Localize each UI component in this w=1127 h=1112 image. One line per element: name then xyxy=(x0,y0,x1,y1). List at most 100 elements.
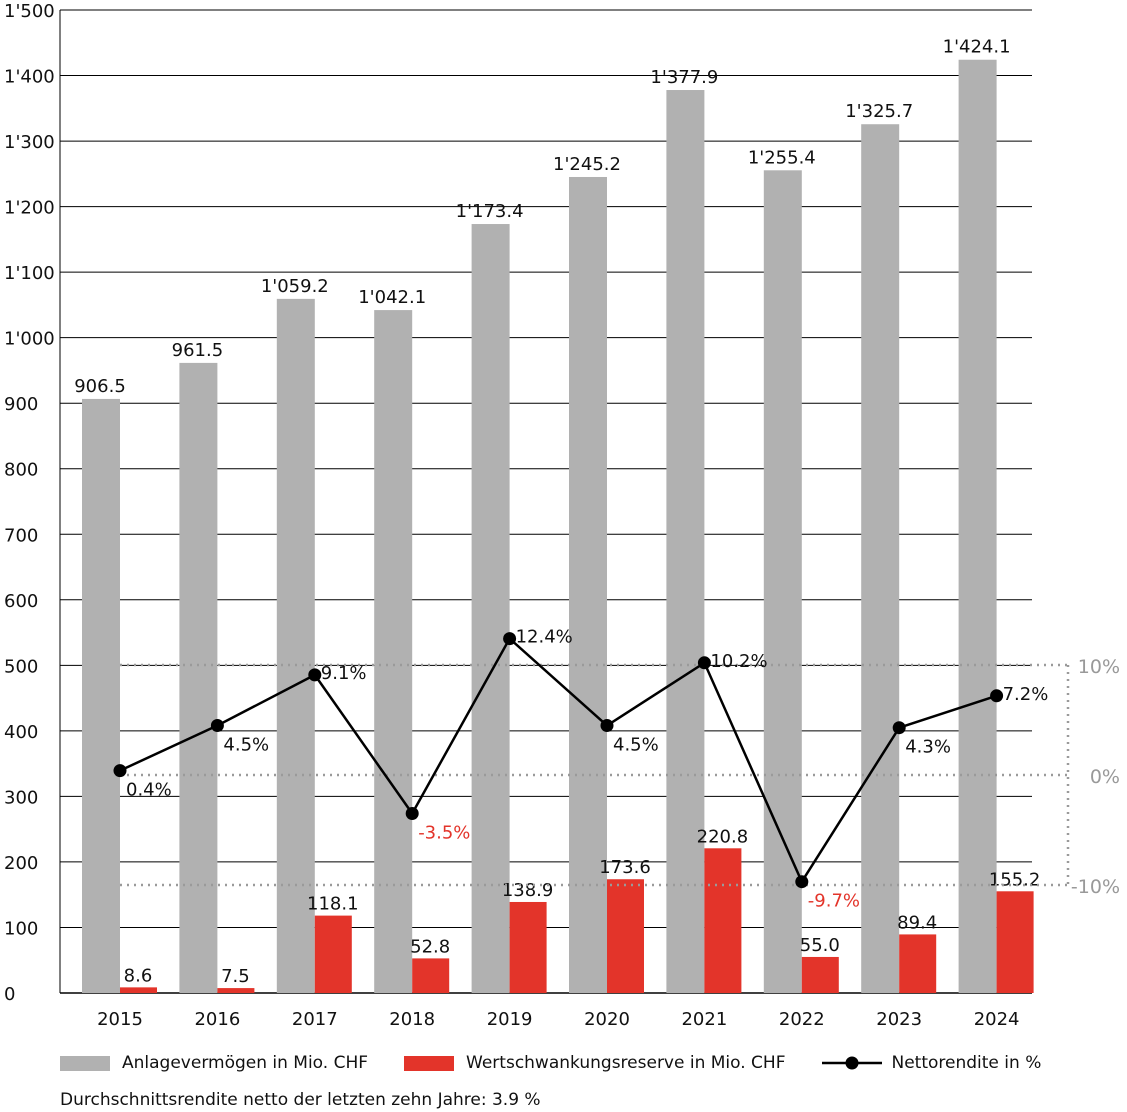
nettorendite-label: 0.4% xyxy=(126,780,172,801)
bar-label-anlagevermoegen: 1'042.1 xyxy=(358,287,426,308)
x-tick-label: 2020 xyxy=(584,1009,630,1030)
legend-label: Wertschwankungsreserve in Mio. CHF xyxy=(466,1053,786,1073)
nettorendite-point xyxy=(405,807,419,820)
bar-wertschwankungsreserve xyxy=(704,848,742,993)
x-tick-label: 2022 xyxy=(779,1009,825,1030)
bar-label-wertschwankungsreserve: 173.6 xyxy=(599,857,651,878)
y-tick-label: 500 xyxy=(4,656,38,677)
nettorendite-point xyxy=(990,689,1004,703)
x-tick-label: 2019 xyxy=(487,1009,533,1030)
right-tick-label: -10% xyxy=(1071,876,1120,898)
legend-item-anlagevermoegen: Anlagevermögen in Mio. CHF xyxy=(60,1053,368,1073)
bar-anlagevermoegen xyxy=(179,362,218,994)
x-tick-label: 2016 xyxy=(194,1009,240,1030)
bar-label-wertschwankungsreserve: 138.9 xyxy=(502,880,554,901)
bar-anlagevermoegen xyxy=(82,398,120,994)
y-tick-label: 100 xyxy=(4,918,38,939)
y-tick-label: 200 xyxy=(4,853,38,874)
bar-label-anlagevermoegen: 1'255.4 xyxy=(748,147,816,168)
right-tick-label: 0% xyxy=(1090,766,1120,788)
y-tick-label: 1'000 xyxy=(4,329,55,350)
legend: Anlagevermögen in Mio. CHF Wertschwankun… xyxy=(60,1053,1077,1073)
legend-label: Anlagevermögen in Mio. CHF xyxy=(122,1053,369,1073)
y-tick-label: 1'400 xyxy=(4,67,55,88)
y-tick-label: 800 xyxy=(4,460,38,481)
bar-wertschwankungsreserve xyxy=(509,901,547,993)
nettorendite-point xyxy=(892,721,906,735)
bar-anlagevermoegen xyxy=(276,298,315,993)
bar-wertschwankungsreserve xyxy=(412,958,450,993)
bar-wertschwankungsreserve xyxy=(607,879,644,993)
bar-label-anlagevermoegen: 1'245.2 xyxy=(553,154,621,175)
nettorendite-label: 9.1% xyxy=(321,663,367,684)
legend-item-wertschwankungsreserve: Wertschwankungsreserve in Mio. CHF xyxy=(404,1053,786,1073)
bar-label-wertschwankungsreserve: 220.8 xyxy=(697,826,749,847)
legend-line-marker-icon xyxy=(821,1056,882,1070)
nettorendite-label: 7.2% xyxy=(1003,684,1049,705)
bar-label-anlagevermoegen: 961.5 xyxy=(172,340,224,361)
bar-label-anlagevermoegen: 1'377.9 xyxy=(650,67,718,88)
bar-label-wertschwankungsreserve: 55.0 xyxy=(800,935,840,956)
y-tick-label: 1'300 xyxy=(4,132,55,153)
bar-label-anlagevermoegen: 1'173.4 xyxy=(456,201,524,222)
bar-anlagevermoegen xyxy=(374,310,413,993)
nettorendite-label: 4.5% xyxy=(613,735,659,756)
bar-anlagevermoegen xyxy=(763,170,802,993)
bar-wertschwankungsreserve xyxy=(899,934,937,993)
nettorendite-line xyxy=(119,636,997,885)
nettorendite-label: 4.5% xyxy=(223,735,269,756)
legend-item-nettorendite: Nettorendite in % xyxy=(821,1053,1042,1073)
bar-anlagevermoegen xyxy=(861,124,900,993)
nettorendite-label: 12.4% xyxy=(516,627,573,648)
x-tick-label: 2021 xyxy=(681,1009,727,1030)
bar-anlagevermoegen xyxy=(666,90,705,994)
y-tick-label: 1'200 xyxy=(4,198,55,219)
nettorendite-point xyxy=(697,656,711,670)
nettorendite-point xyxy=(113,764,127,778)
nettorendite-point xyxy=(795,875,809,889)
bar-label-wertschwankungsreserve: 118.1 xyxy=(307,894,359,915)
nettorendite-label: 4.3% xyxy=(905,737,951,758)
nettorendite-point xyxy=(210,719,224,732)
y-tick-label: 400 xyxy=(4,722,38,743)
right-tick-label: 10% xyxy=(1078,656,1120,678)
bar-anlagevermoegen xyxy=(569,176,607,993)
y-tick-label: 600 xyxy=(4,591,38,612)
bar-wertschwankungsreserve xyxy=(996,891,1034,993)
nettorendite-label: -3.5% xyxy=(418,823,470,844)
bar-wertschwankungsreserve xyxy=(801,956,839,993)
nettorendite-label: 10.2% xyxy=(710,651,767,672)
nettorendite-point xyxy=(600,719,614,732)
y-tick-label: 700 xyxy=(4,525,38,546)
x-tick-label: 2015 xyxy=(97,1009,143,1030)
bar-wertschwankungsreserve xyxy=(314,915,352,993)
bar-anlagevermoegen xyxy=(958,59,997,993)
bar-wertschwankungsreserve xyxy=(217,988,255,993)
bar-label-anlagevermoegen: 1'325.7 xyxy=(845,101,913,122)
bar-label-anlagevermoegen: 906.5 xyxy=(74,376,126,397)
footnote: Durchschnittsrendite netto der letzten z… xyxy=(60,1090,541,1110)
x-tick-label: 2018 xyxy=(389,1009,435,1030)
legend-label: Nettorendite in % xyxy=(891,1053,1042,1073)
bar-label-anlagevermoegen: 1'059.2 xyxy=(261,276,329,297)
bar-label-wertschwankungsreserve: 155.2 xyxy=(989,869,1041,890)
x-tick-label: 2023 xyxy=(876,1009,922,1030)
bar-anlagevermoegen xyxy=(471,224,510,993)
y-tick-label: 900 xyxy=(4,394,38,415)
nettorendite-point xyxy=(503,632,517,646)
y-tick-label: 0 xyxy=(4,984,15,1005)
nettorendite-label: -9.7% xyxy=(808,891,860,912)
bar-label-wertschwankungsreserve: 8.6 xyxy=(124,965,153,986)
nettorendite-point xyxy=(308,668,322,682)
legend-swatch-gray xyxy=(60,1055,110,1071)
legend-swatch-red xyxy=(404,1055,455,1071)
bar-label-wertschwankungsreserve: 89.4 xyxy=(897,912,937,933)
x-tick-label: 2017 xyxy=(292,1009,338,1030)
bar-wertschwankungsreserve xyxy=(120,987,157,993)
y-tick-label: 1'100 xyxy=(4,263,55,284)
bar-label-wertschwankungsreserve: 7.5 xyxy=(221,966,250,987)
x-tick-label: 2024 xyxy=(974,1009,1020,1030)
y-tick-label: 300 xyxy=(4,787,38,808)
y-tick-label: 1'500 xyxy=(4,1,55,22)
